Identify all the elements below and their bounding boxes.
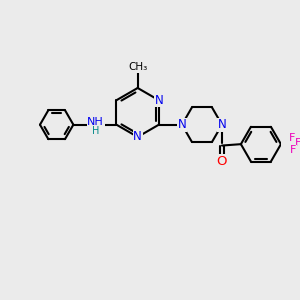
Text: F: F [294,138,300,148]
Text: F: F [289,133,295,143]
Text: F: F [290,145,297,155]
Text: N: N [178,118,186,131]
Text: CH₃: CH₃ [128,62,147,72]
Text: O: O [217,154,227,168]
Text: N: N [154,94,163,107]
Text: N: N [133,130,142,143]
Text: NH: NH [87,118,104,128]
Text: H: H [92,126,99,136]
Text: N: N [218,118,226,131]
